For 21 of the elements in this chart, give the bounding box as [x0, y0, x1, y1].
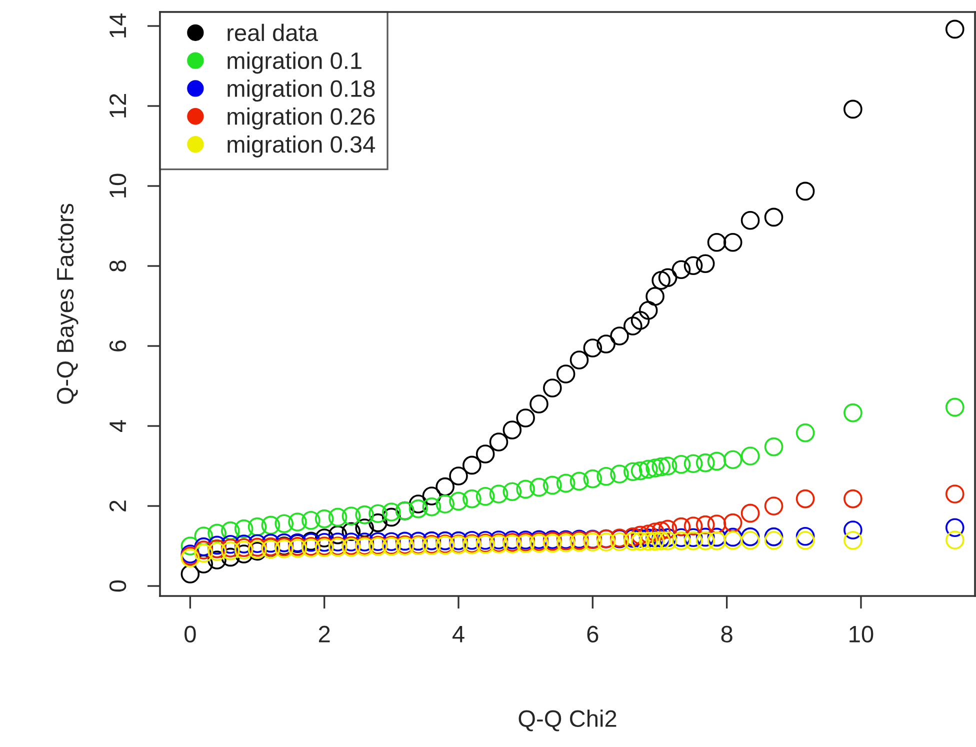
x-axis-title: Q-Q Chi2	[518, 710, 616, 732]
legend-label: migration 0.18	[228, 80, 375, 102]
legend-label: real data	[228, 24, 318, 42]
y-tick-label: 8	[109, 260, 126, 272]
y-tick-label: 12	[109, 94, 126, 118]
y-tick-label: 14	[110, 14, 126, 38]
x-tick-label: 4	[452, 626, 464, 642]
y-tick-label: 4	[110, 420, 126, 432]
x-tick-label: 2	[318, 626, 330, 642]
y-tick-label: 2	[109, 500, 126, 512]
x-tick-label: 6	[587, 626, 598, 643]
legend-label: migration 0.34	[228, 135, 376, 158]
y-tick-label: 0	[109, 580, 126, 592]
legend-label: migration 0.26	[228, 108, 375, 130]
y-axis-title: Q-Q Bayes Factors	[56, 204, 78, 404]
y-tick-label: 6	[109, 340, 126, 352]
x-tick-label: 0	[184, 626, 196, 643]
x-tick-label: 8	[721, 626, 732, 643]
x-tick-label: 10	[850, 626, 874, 643]
y-tick-label: 10	[109, 174, 126, 198]
legend-label: migration 0.1	[228, 52, 362, 74]
